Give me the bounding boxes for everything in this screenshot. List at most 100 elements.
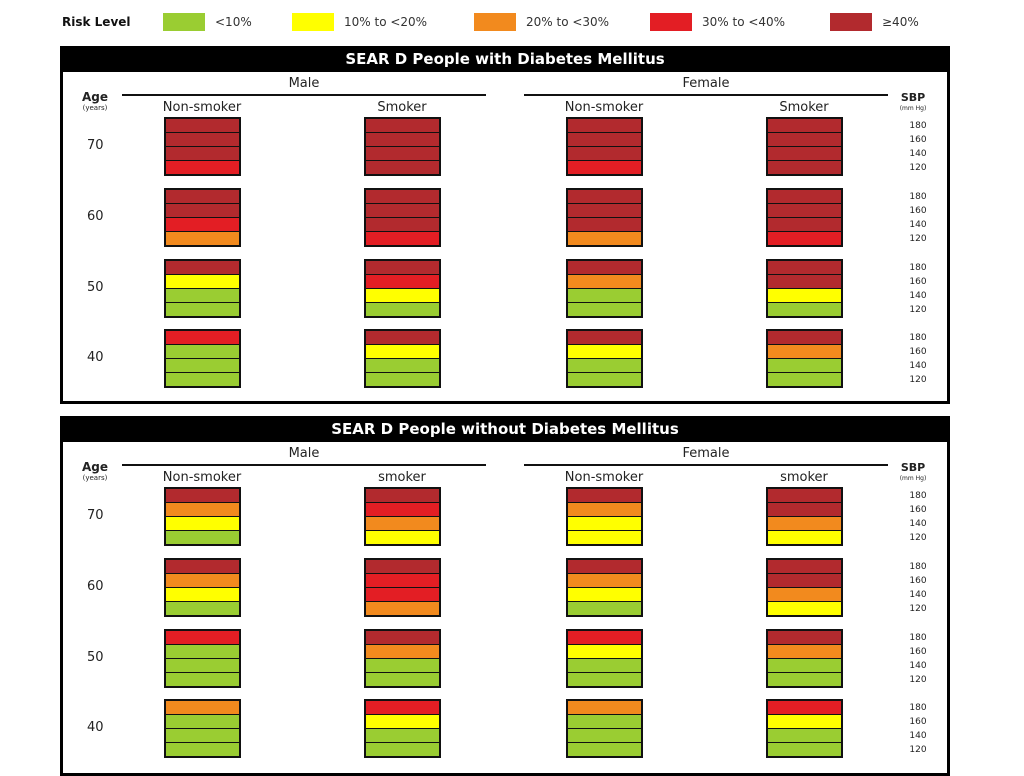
- risk-cell: [568, 133, 641, 146]
- legend-swatch: [830, 13, 872, 31]
- col-label-non-smoker: Non-smoker: [162, 100, 242, 115]
- risk-cell: [768, 303, 841, 316]
- risk-cell: [366, 133, 439, 146]
- risk-cell: [366, 289, 439, 302]
- risk-cell: [768, 190, 841, 203]
- sbp-tick-160: 160: [909, 717, 927, 727]
- risk-cell: [568, 588, 641, 601]
- risk-cell: [568, 503, 641, 516]
- risk-cell: [768, 560, 841, 573]
- sbp-tick-120: 120: [909, 234, 927, 244]
- age-label-70: 70: [87, 138, 104, 153]
- sbp-header-label: SBP: [900, 91, 926, 104]
- sbp-header-unit: (mm Hg): [899, 475, 927, 482]
- risk-block: [766, 699, 843, 758]
- risk-cell: [166, 331, 239, 344]
- risk-block: [364, 259, 441, 318]
- risk-block: [164, 329, 241, 388]
- risk-cell: [568, 331, 641, 344]
- risk-cell: [366, 531, 439, 544]
- age-header: Age (years): [75, 91, 115, 114]
- panel-with-diabetes: SEAR D People with Diabetes Mellitus Mal…: [60, 46, 950, 404]
- risk-cell: [768, 133, 841, 146]
- risk-cell: [366, 359, 439, 372]
- risk-block: [766, 188, 843, 247]
- risk-block: [566, 558, 643, 617]
- risk-cell: [166, 673, 239, 686]
- risk-cell: [366, 218, 439, 231]
- risk-cell: [166, 275, 239, 288]
- risk-cell: [768, 345, 841, 358]
- risk-cell: [568, 602, 641, 615]
- sex-label-female: Female: [682, 76, 730, 91]
- legend-label: <10%: [215, 15, 252, 29]
- sbp-tick-180: 180: [909, 192, 927, 202]
- sbp-tick-140: 140: [909, 661, 927, 671]
- risk-cell: [768, 161, 841, 174]
- risk-cell: [166, 204, 239, 217]
- risk-block: [164, 259, 241, 318]
- sex-rule: [524, 464, 888, 466]
- risk-cell: [366, 673, 439, 686]
- risk-block: [566, 117, 643, 176]
- risk-cell: [366, 232, 439, 245]
- age-label-60: 60: [87, 209, 104, 224]
- risk-cell: [768, 204, 841, 217]
- risk-cell: [166, 373, 239, 386]
- risk-block: [164, 188, 241, 247]
- risk-cell: [768, 659, 841, 672]
- risk-cell: [166, 218, 239, 231]
- sbp-tick-120: 120: [909, 604, 927, 614]
- risk-cell: [768, 373, 841, 386]
- sbp-tick-120: 120: [909, 305, 927, 315]
- risk-cell: [568, 303, 641, 316]
- risk-cell: [366, 303, 439, 316]
- risk-cell: [166, 232, 239, 245]
- risk-cell: [568, 701, 641, 714]
- risk-cell: [768, 631, 841, 644]
- risk-block: [364, 699, 441, 758]
- risk-cell: [366, 659, 439, 672]
- risk-cell: [768, 517, 841, 530]
- risk-cell: [366, 602, 439, 615]
- risk-cell: [768, 531, 841, 544]
- sbp-header: SBP (mm Hg): [888, 92, 938, 114]
- sbp-tick-180: 180: [909, 121, 927, 131]
- risk-cell: [366, 161, 439, 174]
- legend-label: ≥40%: [882, 15, 919, 29]
- risk-cell: [166, 531, 239, 544]
- risk-block: [566, 188, 643, 247]
- risk-cell: [166, 659, 239, 672]
- risk-block: [766, 487, 843, 546]
- sbp-tick-160: 160: [909, 576, 927, 586]
- risk-cell: [366, 574, 439, 587]
- sbp-tick-160: 160: [909, 135, 927, 145]
- sbp-header-label: SBP: [900, 461, 926, 474]
- risk-cell: [568, 190, 641, 203]
- legend-swatch: [292, 13, 334, 31]
- risk-cell: [768, 574, 841, 587]
- sbp-tick-140: 140: [909, 149, 927, 159]
- sbp-tick-120: 120: [909, 745, 927, 755]
- risk-cell: [166, 345, 239, 358]
- sbp-tick-120: 120: [909, 375, 927, 385]
- risk-cell: [366, 119, 439, 132]
- panel-title: SEAR D People without Diabetes Mellitus: [331, 420, 679, 438]
- risk-cell: [166, 715, 239, 728]
- risk-cell: [768, 673, 841, 686]
- sbp-tick-140: 140: [909, 291, 927, 301]
- sbp-tick-140: 140: [909, 220, 927, 230]
- legend-title: Risk Level: [62, 15, 131, 29]
- risk-block: [766, 329, 843, 388]
- risk-cell: [768, 489, 841, 502]
- risk-cell: [568, 743, 641, 756]
- risk-cell: [768, 602, 841, 615]
- risk-cell: [568, 275, 641, 288]
- sbp-header-unit: (mm Hg): [899, 105, 927, 112]
- risk-cell: [366, 715, 439, 728]
- risk-cell: [568, 517, 641, 530]
- age-header: Age (years): [75, 461, 115, 484]
- risk-cell: [568, 359, 641, 372]
- risk-cell: [568, 345, 641, 358]
- risk-block: [164, 487, 241, 546]
